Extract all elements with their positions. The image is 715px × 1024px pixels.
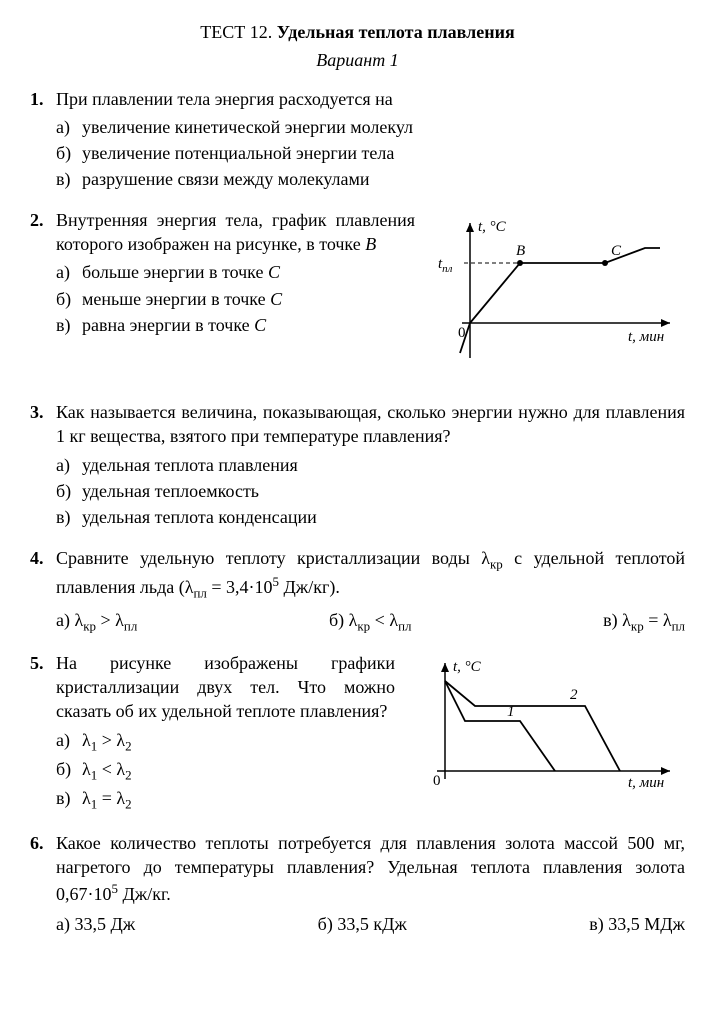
option-text: 33,5 кДж bbox=[337, 914, 406, 934]
option-label: а) bbox=[56, 728, 82, 755]
option-a: а)больше энергии в точке C bbox=[56, 260, 415, 284]
svg-text:t, °C: t, °C bbox=[478, 219, 507, 235]
svg-text:1: 1 bbox=[507, 704, 515, 720]
svg-text:t, мин: t, мин bbox=[628, 329, 664, 345]
question-5: t, °C t, мин 0 1 2 5. На рисунке изображены … bbox=[30, 651, 685, 815]
option-label: а) bbox=[56, 914, 70, 934]
option-c: в)λ1 = λ2 bbox=[56, 786, 395, 813]
page-header: ТЕСТ 12. Удельная теплота плавления bbox=[30, 20, 685, 44]
option-text: увеличение потенциальной энергии тела bbox=[82, 141, 685, 165]
option-text: разрушение связи между молекулами bbox=[82, 167, 685, 191]
option-label: б) bbox=[56, 141, 82, 165]
option-text: удельная теплота конденсации bbox=[82, 505, 685, 529]
question-number: 4. bbox=[30, 546, 56, 602]
question-text: При плавлении тела энергия расходуется н… bbox=[56, 87, 685, 111]
svg-text:tпл: tпл bbox=[438, 256, 453, 275]
option-c: в)удельная теплота конденсации bbox=[56, 505, 685, 529]
options: а)увеличение кинетической энергии молеку… bbox=[56, 115, 685, 192]
option-label: в) bbox=[589, 914, 604, 934]
option-text: λкр < λпл bbox=[349, 610, 412, 630]
option-text: λкр > λпл bbox=[74, 610, 137, 630]
question-number: 2. bbox=[30, 208, 56, 257]
question-6: 6. Какое количество теплоты потребуется … bbox=[30, 831, 685, 936]
question-text: Как называется величина, показывающая, с… bbox=[56, 400, 685, 449]
option-text: удельная теплота плавления bbox=[82, 453, 685, 477]
options: а) 33,5 Дж б) 33,5 кДж в) 33,5 МДж bbox=[56, 912, 685, 936]
option-label: а) bbox=[56, 453, 82, 477]
option-c: в) 33,5 МДж bbox=[589, 912, 685, 936]
option-text: равна энергии в точке C bbox=[82, 313, 415, 337]
option-a: а)увеличение кинетической энергии молеку… bbox=[56, 115, 685, 139]
option-a: а)удельная теплота плавления bbox=[56, 453, 685, 477]
svg-text:2: 2 bbox=[570, 687, 578, 703]
options: а) λкр > λпл б) λкр < λпл в) λкр = λпл bbox=[56, 608, 685, 635]
svg-text:B: B bbox=[516, 243, 525, 259]
option-b: б)увеличение потенциальной энергии тела bbox=[56, 141, 685, 165]
question-text: На рисунке изображены графики кристаллиз… bbox=[56, 651, 395, 724]
svg-text:t, мин: t, мин bbox=[628, 775, 664, 791]
question-text: Сравните удельную теплоту кристаллизации… bbox=[56, 546, 685, 602]
question-2: t, °Ct, мин0tплBC 2. Внутренняя энергия … bbox=[30, 208, 685, 384]
option-a: а) λкр > λпл bbox=[56, 608, 137, 635]
page-title: Удельная теплота плавления bbox=[277, 22, 515, 42]
option-b: б)λ1 < λ2 bbox=[56, 757, 395, 784]
question-number: 3. bbox=[30, 400, 56, 449]
question-number: 6. bbox=[30, 831, 56, 906]
option-label: а) bbox=[56, 610, 70, 630]
option-text: 33,5 МДж bbox=[608, 914, 685, 934]
option-b: б) λкр < λпл bbox=[329, 608, 411, 635]
options: а)удельная теплота плавления б)удельная … bbox=[56, 453, 685, 530]
svg-text:0: 0 bbox=[433, 773, 441, 789]
question-text: Внутренняя энергия тела, график плавлени… bbox=[56, 208, 415, 257]
option-text: λ1 > λ2 bbox=[82, 728, 395, 755]
option-text: увеличение кинетической энергии молекул bbox=[82, 115, 685, 139]
option-b: б) 33,5 кДж bbox=[318, 912, 407, 936]
option-text: меньше энергии в точке C bbox=[82, 287, 415, 311]
option-label: б) bbox=[56, 757, 82, 784]
crystallization-chart: t, °C t, мин 0 1 2 bbox=[405, 651, 685, 807]
option-text: больше энергии в точке C bbox=[82, 260, 415, 284]
option-label: б) bbox=[56, 287, 82, 311]
question-number: 5. bbox=[30, 651, 56, 724]
option-c: в)равна энергии в точке C bbox=[56, 313, 415, 337]
option-text: λ1 = λ2 bbox=[82, 786, 395, 813]
svg-text:C: C bbox=[611, 243, 622, 259]
svg-text:t, °C: t, °C bbox=[453, 659, 482, 675]
option-label: а) bbox=[56, 260, 82, 284]
option-text: λкр = λпл bbox=[622, 610, 685, 630]
option-b: б)меньше энергии в точке C bbox=[56, 287, 415, 311]
option-c: в) λкр = λпл bbox=[603, 608, 685, 635]
option-b: б)удельная теплоемкость bbox=[56, 479, 685, 503]
variant-label: Вариант 1 bbox=[30, 48, 685, 72]
option-label: б) bbox=[318, 914, 333, 934]
option-label: в) bbox=[56, 505, 82, 529]
question-4: 4. Сравните удельную теплоту кристаллиза… bbox=[30, 546, 685, 635]
option-label: а) bbox=[56, 115, 82, 139]
question-text: Какое количество теплоты потребуется для… bbox=[56, 831, 685, 906]
option-text: λ1 < λ2 bbox=[82, 757, 395, 784]
option-c: в)разрушение связи между молекулами bbox=[56, 167, 685, 191]
question-1: 1. При плавлении тела энергия расходуетс… bbox=[30, 87, 685, 192]
option-label: в) bbox=[56, 786, 82, 813]
question-3: 3. Как называется величина, показывающая… bbox=[30, 400, 685, 529]
option-label: в) bbox=[56, 167, 82, 191]
option-a: а)λ1 > λ2 bbox=[56, 728, 395, 755]
option-text: 33,5 Дж bbox=[74, 914, 135, 934]
option-text: удельная теплоемкость bbox=[82, 479, 685, 503]
option-a: а) 33,5 Дж bbox=[56, 912, 135, 936]
option-label: в) bbox=[603, 610, 618, 630]
option-label: б) bbox=[329, 610, 344, 630]
option-label: в) bbox=[56, 313, 82, 337]
melting-chart: t, °Ct, мин0tплBC bbox=[425, 208, 685, 384]
option-label: б) bbox=[56, 479, 82, 503]
test-label: ТЕСТ 12. bbox=[200, 22, 277, 42]
question-number: 1. bbox=[30, 87, 56, 111]
